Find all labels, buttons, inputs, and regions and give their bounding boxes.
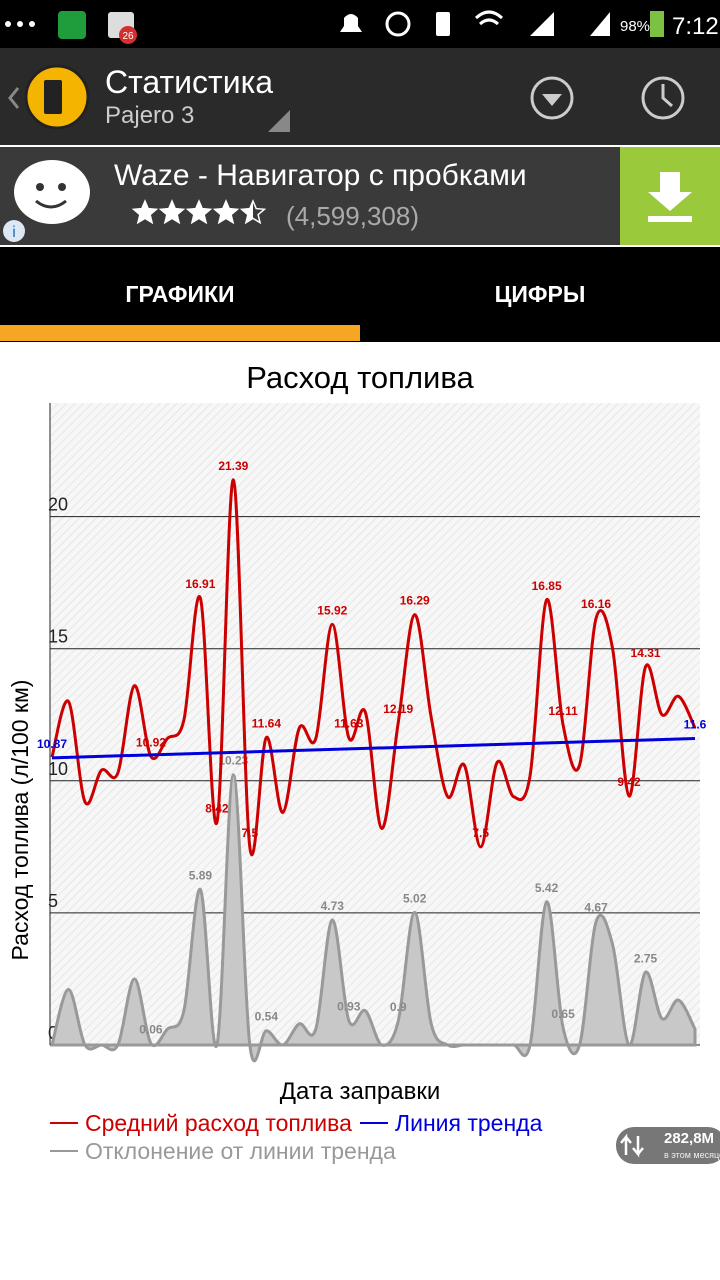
- y-axis-label: Расход топлива (л/100 км): [7, 680, 33, 961]
- series-line: [50, 478, 697, 857]
- y-tick-label: 15: [48, 627, 68, 647]
- data-label: 10.92: [136, 735, 166, 749]
- star: [187, 201, 211, 223]
- data-label: 16.16: [581, 597, 611, 611]
- star: [160, 201, 184, 223]
- data-caption: в этом месяце: [664, 1150, 720, 1160]
- subtitle[interactable]: Pajero 3: [105, 102, 195, 129]
- tab[interactable]: ЦИФРЫ: [494, 281, 586, 307]
- y-tick-label: 0: [48, 1023, 58, 1043]
- data-amount: 282,8M: [664, 1130, 715, 1147]
- data-label: 14.31: [631, 646, 661, 660]
- data-label: 7.5: [472, 826, 489, 840]
- action-bar-icons: [8, 64, 685, 132]
- ad-rating-count: (4,599,308): [286, 201, 419, 231]
- svg-text:i: i: [12, 224, 16, 241]
- status-bar: 26 98% 7:12: [0, 0, 720, 48]
- data-label: 21.39: [218, 459, 248, 473]
- ad-banner[interactable]: i Waze - Навигатор с пробками (4,599,308…: [0, 147, 720, 245]
- y-tick-label: 5: [48, 891, 58, 911]
- data-icon: [620, 1133, 644, 1158]
- x-axis-label: Дата заправки: [280, 1078, 441, 1105]
- data-label: 11.63: [334, 717, 364, 731]
- data-label: 2.75: [634, 951, 658, 965]
- data-label: 11.6: [684, 718, 707, 732]
- data-label: 16.29: [400, 594, 430, 608]
- data-label: 7.5: [242, 826, 259, 840]
- data-label: 10.23: [218, 754, 248, 768]
- data-label: 5.42: [535, 881, 559, 895]
- data-label: 5.89: [189, 868, 213, 882]
- badge: 26: [122, 31, 134, 42]
- data-label: 5.02: [403, 891, 427, 905]
- tab-indicator: [0, 325, 360, 341]
- data-label: 0.54: [255, 1010, 279, 1024]
- data-label: 10.87: [37, 737, 67, 751]
- data-label: 11.64: [252, 716, 282, 730]
- data-label: 4.73: [321, 899, 345, 913]
- data-label: 12.11: [548, 704, 578, 718]
- deviation-area: [49, 773, 697, 1063]
- star: [133, 201, 157, 223]
- star: [214, 201, 238, 223]
- data-label: 16.85: [532, 579, 562, 593]
- action-bar: Статистика Pajero 3: [0, 48, 720, 145]
- trend-line: [51, 737, 696, 760]
- data-label: 0.65: [551, 1007, 575, 1021]
- data-label: 12.19: [383, 702, 413, 716]
- data-label: 0.06: [139, 1022, 163, 1036]
- data-label: 8.42: [205, 802, 229, 816]
- data-label: 0.9: [390, 1000, 407, 1014]
- legend-label: Отклонение от линии тренда: [85, 1138, 396, 1164]
- battery-text: 98%: [620, 18, 650, 35]
- chart: Расход топлива Дата заправки Расход топл…: [7, 360, 707, 1164]
- y-tick-label: 10: [48, 759, 68, 779]
- clock: 7:12: [672, 13, 719, 40]
- chart-title: Расход топлива: [246, 360, 474, 395]
- data-label: 0.93: [337, 999, 361, 1013]
- title: Статистика: [105, 64, 274, 100]
- data-label: 9.42: [617, 775, 641, 789]
- legend-label: Средний расход топлива: [85, 1110, 352, 1136]
- data-label: 16.91: [185, 577, 215, 591]
- tab-bar: ГРАФИКИ ЦИФРЫ: [0, 247, 720, 342]
- data-label: 15.92: [317, 603, 347, 617]
- data-widget[interactable]: 282,8M в этом месяце: [616, 1127, 720, 1164]
- legend-label: Линия тренда: [395, 1110, 543, 1136]
- status-icons: 26 98% 7:12: [5, 10, 719, 44]
- tab[interactable]: ГРАФИКИ: [125, 281, 235, 307]
- star: [241, 201, 253, 223]
- data-label: 4.67: [584, 901, 608, 915]
- ad-title: Waze - Навигатор с пробками: [114, 159, 527, 192]
- y-tick-label: 20: [48, 495, 68, 515]
- ad-graphics: i: [3, 147, 720, 245]
